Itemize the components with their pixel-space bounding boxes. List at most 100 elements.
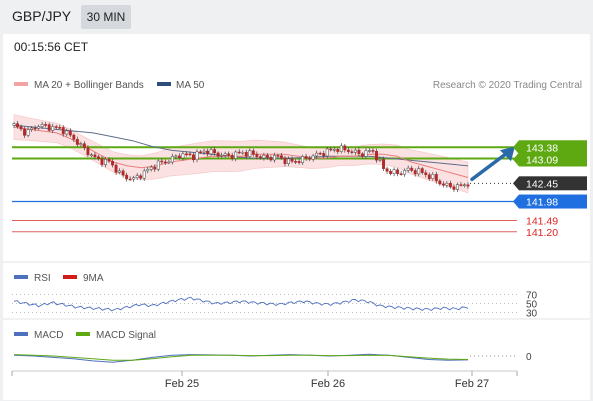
candle-body (75, 139, 79, 145)
candle-body (213, 149, 217, 154)
candle-body (97, 156, 100, 159)
candle-body (153, 166, 157, 170)
price-tag-bg (519, 176, 587, 191)
candle-body (392, 169, 396, 174)
candle-body (434, 174, 438, 182)
pair-title: GBP/JPY (12, 8, 72, 24)
candle-body (350, 151, 354, 153)
candle-body (149, 166, 153, 170)
candle-body (51, 126, 55, 131)
price-tag-pointer (513, 152, 519, 167)
candle-body (325, 148, 329, 157)
candle-body (420, 168, 424, 173)
candle-body (199, 151, 202, 154)
candle-body (202, 150, 206, 153)
candle-body (269, 157, 273, 161)
candle-body (403, 170, 407, 175)
candle-body (160, 160, 164, 163)
candle-body (68, 130, 72, 136)
candle-body (93, 154, 97, 158)
candle-body (290, 158, 294, 162)
candle-body (455, 184, 459, 190)
candle-body (410, 167, 414, 171)
candle-body (107, 159, 111, 162)
candle-body (181, 153, 185, 159)
candle-body (399, 173, 403, 175)
candle-body (413, 170, 417, 175)
candle-body (262, 155, 266, 159)
candle-body (438, 180, 442, 185)
candle-body (322, 153, 326, 157)
candle-body (47, 124, 51, 131)
header-bar: GBP/JPY 30 MIN (0, 0, 593, 34)
forecast-arrow-shaft (470, 150, 510, 182)
candle-body (459, 184, 463, 186)
candle-body (100, 158, 104, 165)
rsi-legend-label: RSI (34, 273, 51, 284)
candle-body (58, 127, 62, 129)
candle-body (364, 150, 368, 157)
candle-body (265, 155, 269, 158)
candle-body (23, 128, 27, 136)
candle-body (184, 153, 188, 156)
price-tag-label: 143.38 (526, 142, 558, 154)
candle-body (304, 156, 308, 159)
candle-body (283, 157, 287, 164)
candle-body (167, 161, 171, 164)
candle-body (424, 172, 428, 176)
candle-body (37, 126, 41, 129)
candle-body (287, 158, 290, 164)
candle-body (61, 127, 65, 135)
candle-body (142, 170, 146, 179)
candle-body (170, 156, 174, 163)
price-tag-bg (519, 152, 587, 167)
candle-body (163, 161, 167, 164)
timeframe-button[interactable]: 30 MIN (81, 5, 131, 29)
macd-tick-label: 0 (526, 352, 532, 363)
price-tag-label: 141.49 (526, 216, 558, 228)
ma20-legend-swatch (14, 82, 28, 86)
candle-body (12, 123, 16, 126)
clock-label: 00:15:56 CET (14, 40, 89, 54)
candle-body (125, 174, 129, 180)
candle-body (40, 124, 44, 127)
bollinger-band (13, 114, 469, 194)
x-tick-label: Feb 26 (311, 378, 345, 390)
candle-body (248, 150, 252, 157)
price-tag-pointer (513, 140, 519, 155)
candle-body (445, 182, 449, 186)
rsi-ma-legend-label: 9MA (83, 273, 104, 284)
candle-body (118, 170, 122, 173)
price-tag-bg (519, 140, 587, 155)
candle-body (368, 150, 371, 152)
candle-body (276, 155, 280, 157)
macd-signal-legend-swatch (76, 332, 90, 336)
candle-body (255, 153, 259, 157)
ma20-legend-label: MA 20 + Bollinger Bands (34, 80, 144, 91)
macd-legend-swatch (14, 332, 28, 336)
candle-body (378, 159, 382, 161)
candle-body (466, 184, 470, 187)
rsi-tick-label: 70 (526, 291, 538, 302)
rsi-tick-label: 50 (526, 300, 538, 311)
ma50-line (13, 124, 469, 167)
candle-body (44, 124, 48, 126)
candle-body (294, 161, 298, 163)
candle-body (234, 151, 238, 159)
candle-body (54, 126, 58, 128)
candle-body (216, 152, 220, 157)
price-tag-label: 142.45 (526, 178, 558, 190)
candle-body (128, 178, 132, 181)
candle-body (156, 160, 160, 170)
candle-body (431, 174, 435, 179)
candle-body (315, 152, 319, 157)
candle-body (79, 143, 83, 145)
candle-body (30, 127, 34, 130)
price-tag-label: 143.09 (526, 155, 558, 167)
candle-body (280, 155, 283, 159)
candle-body (209, 149, 213, 155)
candle-body (251, 150, 255, 155)
candle-body (135, 175, 139, 178)
candle-body (195, 151, 199, 161)
candle-body (360, 153, 364, 157)
